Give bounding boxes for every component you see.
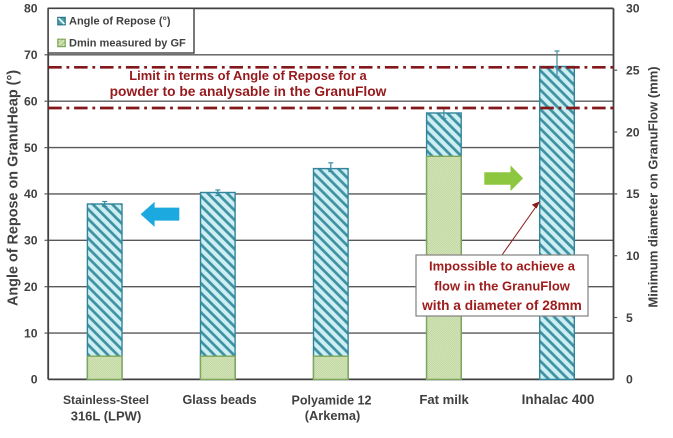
svg-text:0: 0	[626, 373, 633, 387]
svg-text:flow in the GranuFlow: flow in the GranuFlow	[434, 278, 571, 293]
svg-text:Fat milk: Fat milk	[419, 392, 469, 407]
svg-text:30: 30	[626, 2, 640, 16]
svg-text:60: 60	[24, 95, 38, 109]
svg-text:20: 20	[24, 280, 38, 294]
svg-text:50: 50	[24, 141, 38, 155]
svg-text:powder to be analysable in the: powder to be analysable in the GranuFlow	[110, 84, 387, 99]
svg-text:25: 25	[626, 64, 640, 78]
svg-text:Impossible to achieve a: Impossible to achieve a	[429, 259, 576, 274]
svg-text:with a diameter of 28mm: with a diameter of 28mm	[421, 298, 582, 313]
svg-text:Inhalac 400: Inhalac 400	[522, 392, 595, 407]
svg-text:Limit in terms of Angle of Rep: Limit in terms of Angle of Repose for a	[129, 68, 367, 83]
svg-text:70: 70	[24, 48, 38, 62]
svg-text:10: 10	[24, 326, 38, 340]
svg-text:0: 0	[31, 373, 38, 387]
svg-text:Dmin measured by GF: Dmin measured by GF	[69, 37, 186, 49]
svg-text:10: 10	[626, 249, 640, 263]
svg-text:30: 30	[24, 234, 38, 248]
svg-text:Angle of Repose (°): Angle of Repose (°)	[69, 16, 171, 28]
svg-text:316L (LPW): 316L (LPW)	[71, 408, 142, 423]
svg-text:Polyamide 12: Polyamide 12	[292, 393, 372, 407]
svg-text:Minimum diameter on GranuFlow: Minimum diameter on GranuFlow (mm)	[646, 66, 661, 307]
svg-text:Stainless-Steel: Stainless-Steel	[63, 393, 149, 407]
svg-text:(Arkema): (Arkema)	[305, 408, 360, 423]
svg-text:Angle of Repose on GranuHeap (: Angle of Repose on GranuHeap (°)	[6, 70, 22, 306]
svg-text:40: 40	[24, 187, 38, 201]
svg-text:Glass beads: Glass beads	[182, 393, 256, 407]
svg-text:80: 80	[24, 2, 38, 16]
svg-text:5: 5	[626, 311, 633, 325]
svg-text:15: 15	[626, 187, 640, 201]
svg-text:20: 20	[626, 125, 640, 139]
